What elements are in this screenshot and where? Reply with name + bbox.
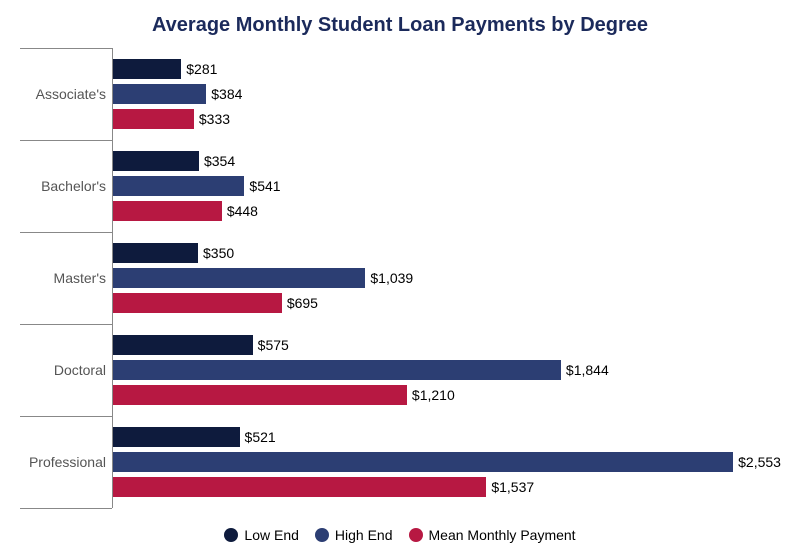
bar-value-label: $1,210 — [412, 387, 455, 403]
bar-value-label: $448 — [227, 203, 258, 219]
bar — [113, 243, 198, 263]
bar — [113, 201, 222, 221]
legend-swatch — [224, 528, 238, 542]
group-separator — [20, 508, 112, 509]
bar-value-label: $2,553 — [738, 454, 781, 470]
plot-area: $281 $384 $333 $354 $541 $448 $350 $1,039 $695 $5… — [112, 48, 780, 508]
bar-value-label: $350 — [203, 245, 234, 261]
y-axis-category-label: Master's — [54, 270, 106, 286]
bar — [113, 335, 253, 355]
y-axis-category-label: Associate's — [36, 86, 106, 102]
bar — [113, 59, 181, 79]
bar — [113, 84, 206, 104]
group-separator — [20, 48, 112, 49]
legend: Low End High End Mean Monthly Payment — [0, 527, 800, 545]
bar-value-label: $695 — [287, 295, 318, 311]
y-axis-labels: Associate's Bachelor's Master's Doctoral Pro… — [20, 48, 112, 508]
legend-item: Low End — [224, 527, 298, 543]
legend-label: Low End — [244, 527, 298, 543]
legend-swatch — [409, 528, 423, 542]
y-axis-category-label: Bachelor's — [41, 178, 106, 194]
group-separator — [20, 140, 112, 141]
bar-value-label: $1,039 — [370, 270, 413, 286]
bar — [113, 427, 240, 447]
bar-value-label: $1,844 — [566, 362, 609, 378]
bar-value-label: $541 — [249, 178, 280, 194]
legend-item: High End — [315, 527, 393, 543]
group-separator — [20, 416, 112, 417]
bar-value-label: $281 — [186, 61, 217, 77]
legend-item: Mean Monthly Payment — [409, 527, 576, 543]
bar-value-label: $384 — [211, 86, 242, 102]
chart-title: Average Monthly Student Loan Payments by… — [0, 0, 800, 47]
bar — [113, 109, 194, 129]
bar — [113, 477, 486, 497]
bar-value-label: $354 — [204, 153, 235, 169]
bar-value-label: $333 — [199, 111, 230, 127]
chart-area: Associate's Bachelor's Master's Doctoral Pro… — [20, 48, 780, 508]
y-axis-category-label: Doctoral — [54, 362, 106, 378]
legend-swatch — [315, 528, 329, 542]
legend-label: High End — [335, 527, 393, 543]
bar — [113, 293, 282, 313]
y-axis-category-label: Professional — [29, 454, 106, 470]
bar — [113, 268, 365, 288]
group-separator — [20, 232, 112, 233]
bar — [113, 360, 561, 380]
legend-label: Mean Monthly Payment — [429, 527, 576, 543]
bar-value-label: $575 — [258, 337, 289, 353]
group-separator — [20, 324, 112, 325]
bar — [113, 385, 407, 405]
bar-value-label: $1,537 — [491, 479, 534, 495]
bar — [113, 151, 199, 171]
bar-value-label: $521 — [245, 429, 276, 445]
bar — [113, 452, 733, 472]
bar — [113, 176, 244, 196]
